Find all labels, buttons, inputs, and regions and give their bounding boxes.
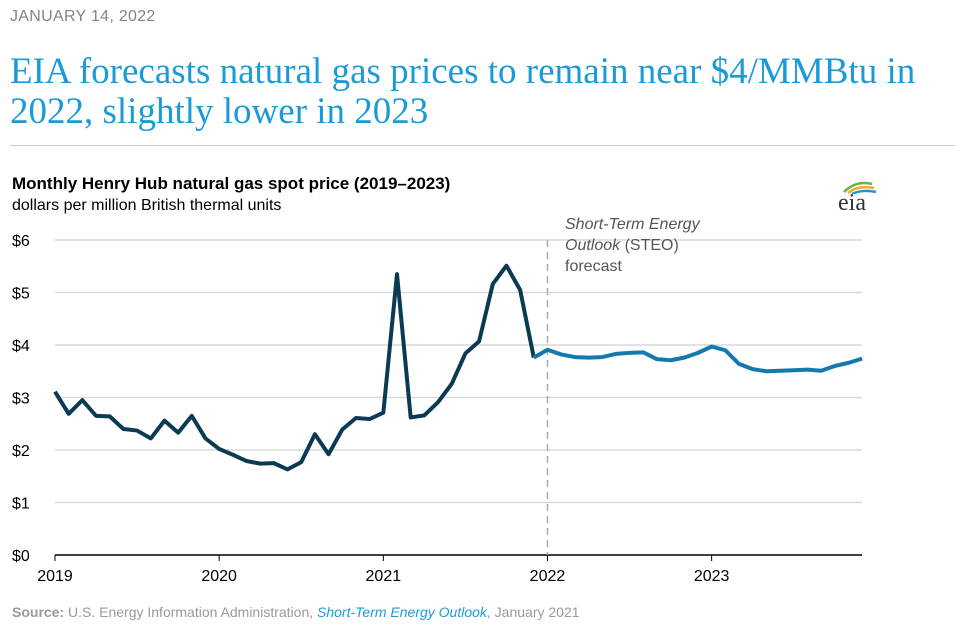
annotation-line1: Short-Term Energy	[565, 216, 700, 233]
source-note: Source: U.S. Energy Information Administ…	[12, 604, 580, 620]
divider	[10, 145, 955, 146]
source-text: U.S. Energy Information Administration,	[64, 604, 318, 620]
annotation-line2-rest: (STEO)	[620, 237, 679, 254]
date: JANUARY 14, 2022	[10, 8, 156, 25]
source-label: Source:	[12, 604, 65, 620]
x-tick-label: 2023	[694, 568, 730, 585]
x-tick-label: 2022	[530, 568, 566, 585]
y-tick-label: $1	[12, 496, 30, 513]
logo-text: eia	[838, 190, 866, 216]
y-tick-label: $6	[12, 233, 30, 250]
source-date: , January 2021	[486, 604, 580, 620]
forecast-annotation: Short-Term Energy Outlook (STEO) forecas…	[565, 214, 700, 277]
eia-logo: eia	[838, 180, 878, 216]
y-tick-label: $0	[12, 548, 30, 565]
annotation-line3: forecast	[565, 258, 622, 275]
x-tick-label: 2021	[366, 568, 402, 585]
annotation-line2-italic: Outlook	[565, 237, 621, 254]
y-tick-label: $3	[12, 391, 30, 408]
forecast-price-line	[532, 344, 863, 374]
y-tick-label: $4	[12, 338, 30, 355]
chart-subtitle: dollars per million British thermal unit…	[12, 197, 282, 214]
source-link[interactable]: Short-Term Energy Outlook	[317, 604, 487, 620]
x-tick-label: 2020	[201, 568, 237, 585]
historical-price-line	[53, 263, 536, 472]
y-tick-label: $2	[12, 443, 30, 460]
headline: EIA forecasts natural gas prices to rema…	[10, 51, 916, 132]
x-tick-label: 2019	[37, 568, 73, 585]
chart-title: Monthly Henry Hub natural gas spot price…	[12, 174, 451, 193]
y-tick-label: $5	[12, 286, 30, 303]
